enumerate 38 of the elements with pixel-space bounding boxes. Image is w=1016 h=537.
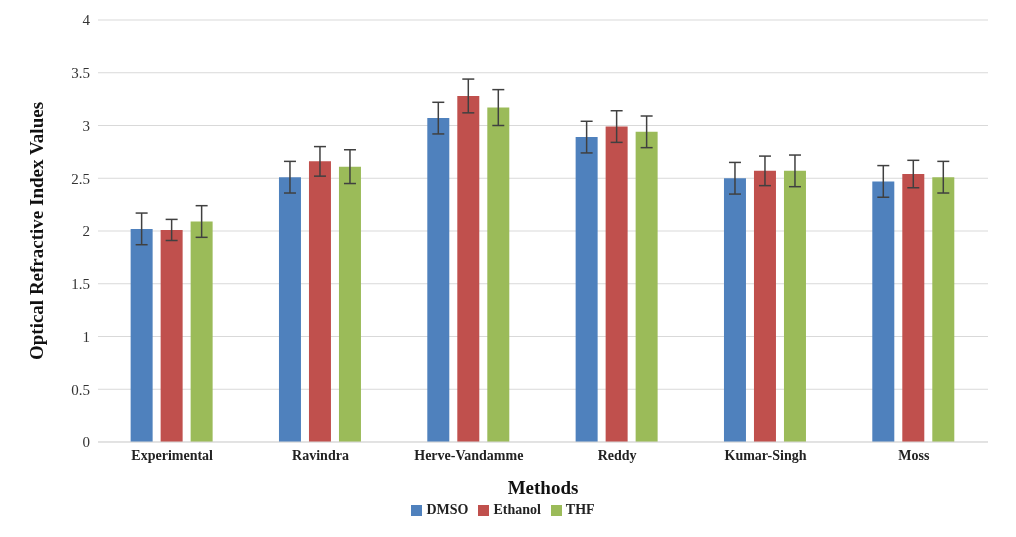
bar: [783, 170, 806, 442]
bar: [635, 131, 658, 442]
y-tick-label: 2: [82, 223, 90, 240]
bar: [457, 95, 480, 442]
y-tick-label: 2.5: [71, 170, 90, 187]
bar: [427, 118, 450, 442]
x-tick-label: Moss: [898, 447, 930, 463]
bar: [872, 181, 895, 442]
y-tick-label: 3: [82, 117, 90, 134]
legend-label: THF: [565, 502, 595, 517]
x-tick-label: Reddy: [597, 447, 637, 463]
bar: [932, 177, 955, 442]
bar: [902, 174, 925, 442]
bar: [605, 126, 628, 442]
y-axis-title: Optical Refractive Index Values: [25, 101, 47, 361]
y-tick-label: 0.5: [71, 381, 90, 398]
legend-label: Ethanol: [493, 502, 541, 517]
legend-label: DMSO: [426, 502, 469, 517]
x-tick-label: Ravindra: [292, 447, 349, 463]
bar: [130, 228, 153, 442]
bar: [190, 221, 213, 442]
bar: [487, 107, 510, 442]
x-tick-label: Kumar-Singh: [724, 447, 807, 463]
bar: [338, 166, 361, 442]
bar: [308, 161, 331, 442]
x-tick-label: Experimental: [131, 447, 214, 463]
y-tick-label: 1: [82, 328, 90, 345]
y-tick-label: 4: [82, 12, 91, 29]
bar: [753, 170, 776, 442]
x-axis-title: Methods: [507, 477, 579, 498]
bar: [723, 178, 746, 442]
bar: [160, 229, 183, 442]
y-tick-label: 1.5: [71, 276, 90, 293]
bar: [575, 137, 598, 442]
y-tick-label: 3.5: [71, 65, 90, 82]
bar: [278, 177, 301, 442]
y-tick-label: 0: [82, 434, 90, 451]
x-tick-label: Herve-Vandamme: [414, 447, 524, 463]
